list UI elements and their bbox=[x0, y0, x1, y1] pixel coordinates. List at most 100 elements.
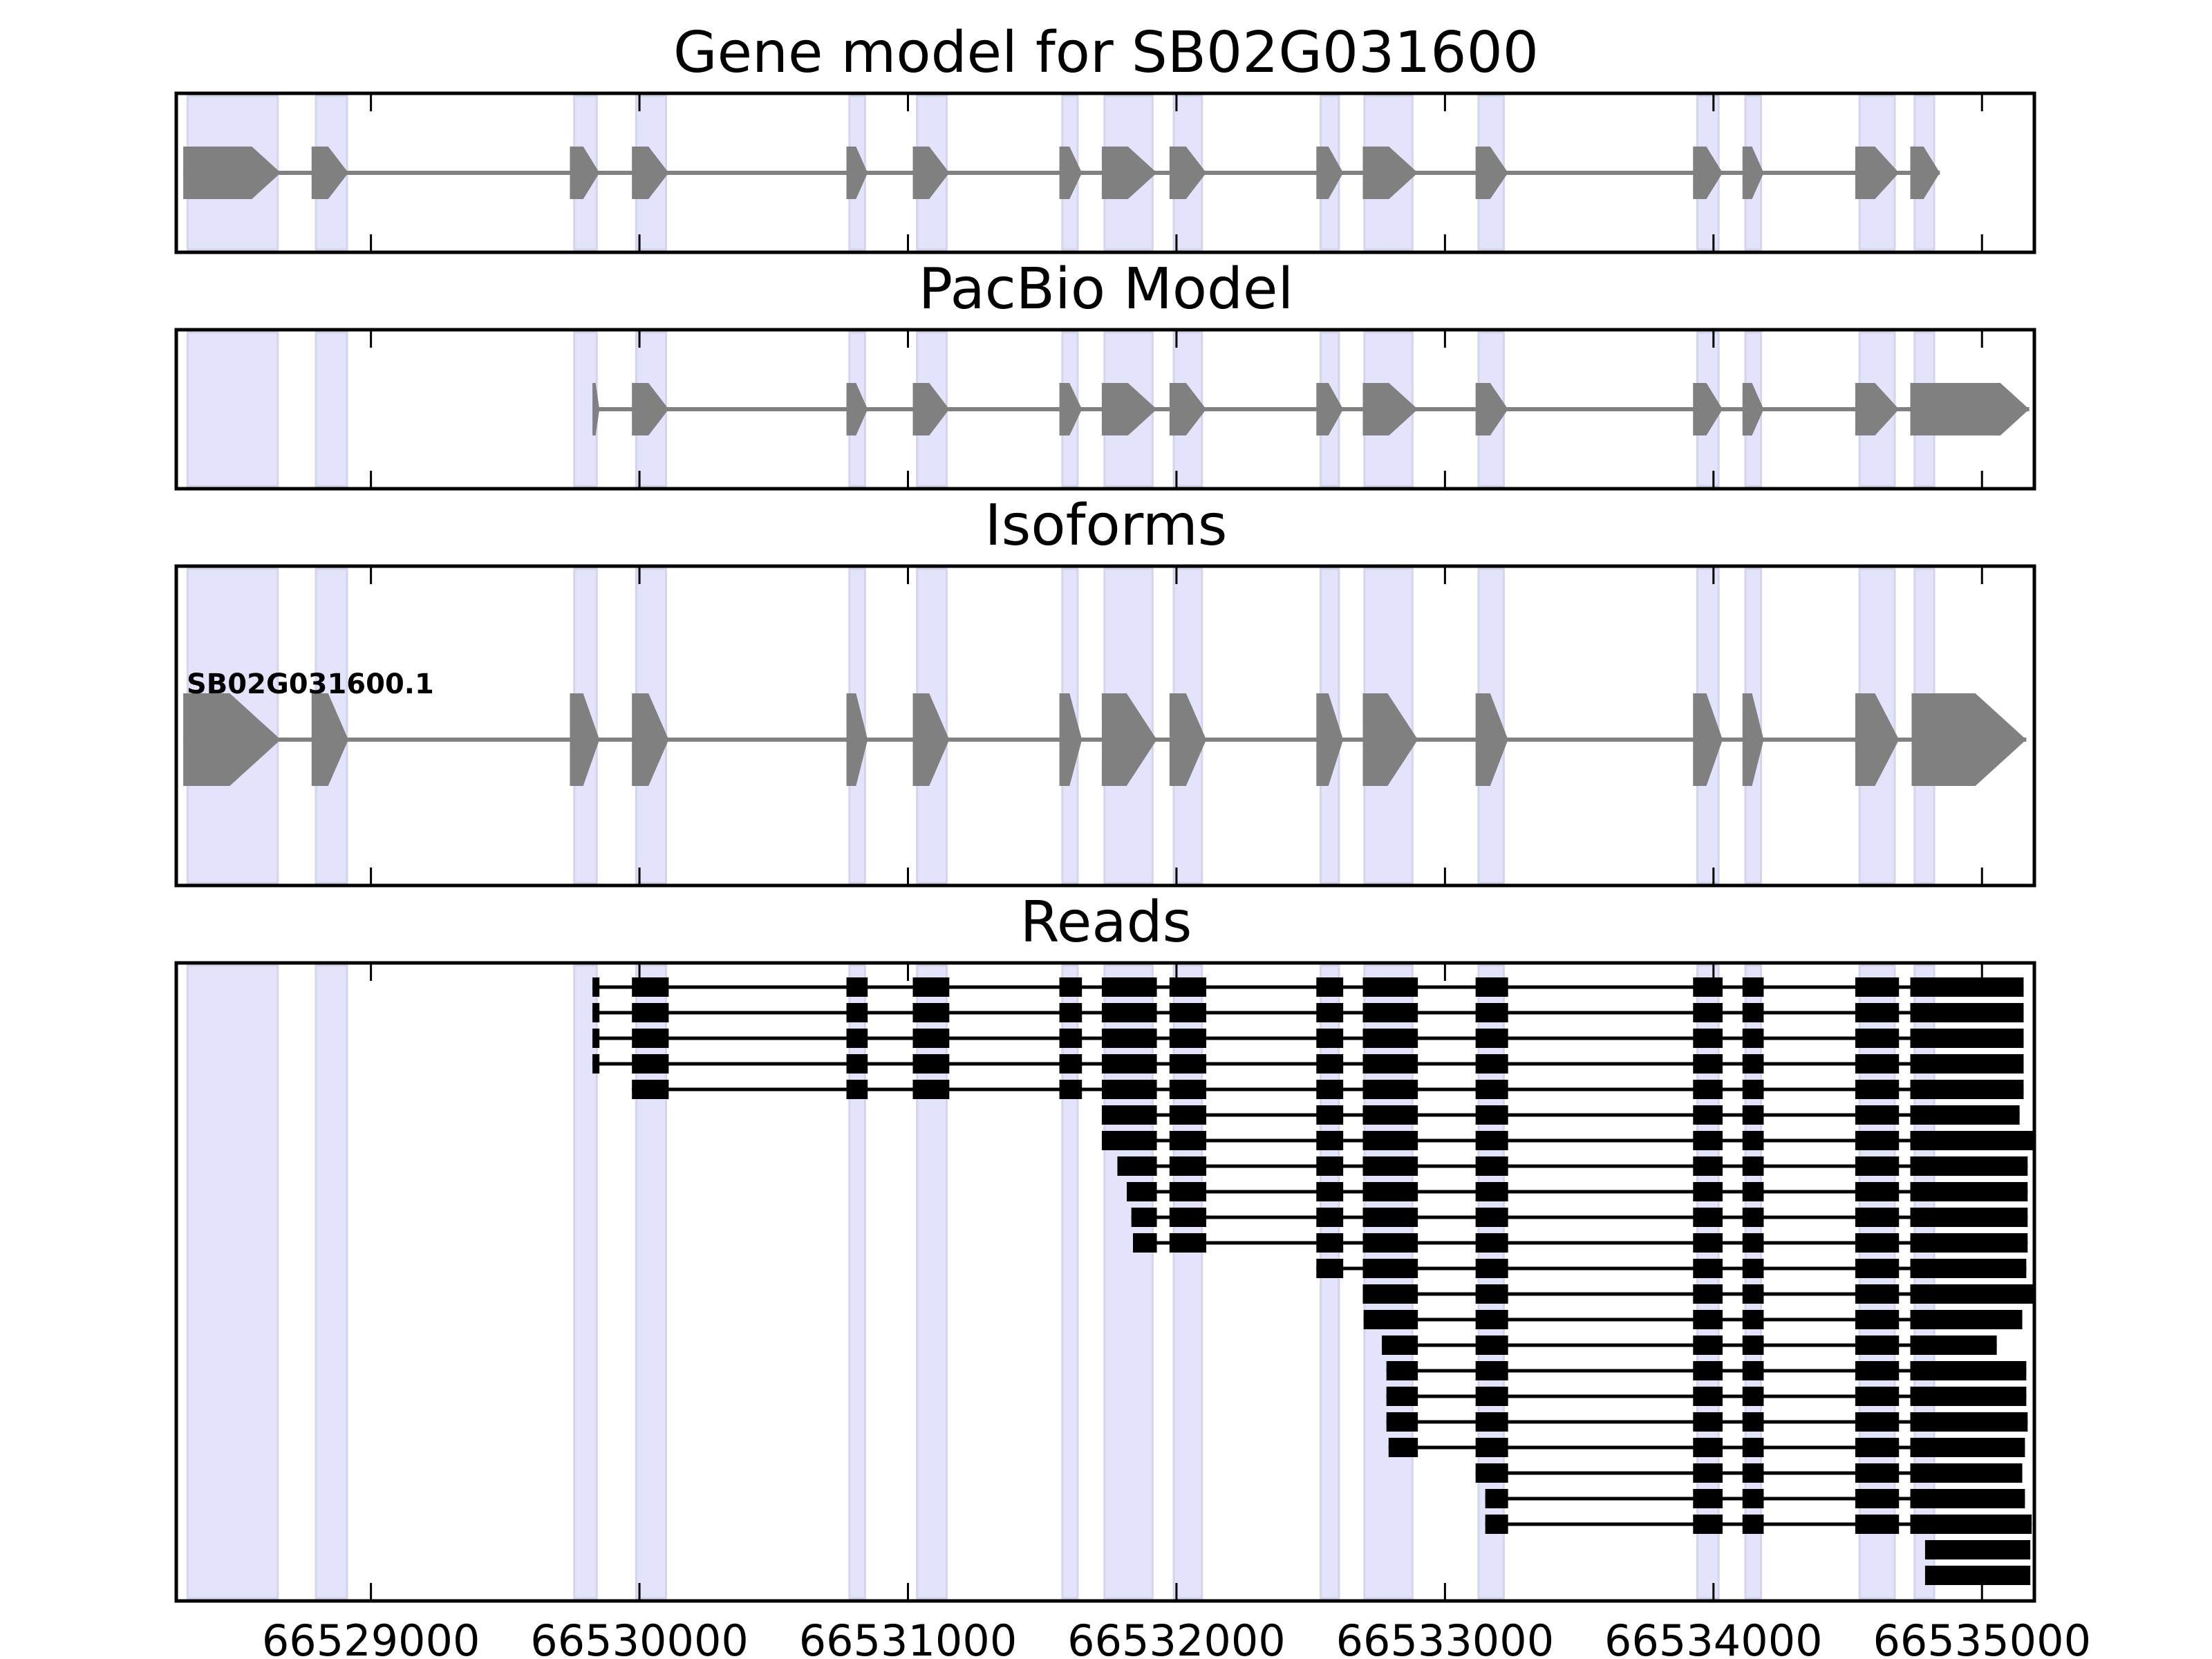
read-exon bbox=[632, 1003, 669, 1022]
read bbox=[1127, 1182, 2028, 1201]
read bbox=[592, 1054, 2024, 1074]
exon-arrow bbox=[846, 147, 868, 199]
read-exon bbox=[1742, 1463, 1764, 1483]
read-exon bbox=[1693, 1310, 1723, 1329]
read-exon bbox=[1475, 1105, 1508, 1125]
read-exon bbox=[1059, 1080, 1082, 1099]
x-tick-label: 66535000 bbox=[1873, 1615, 2091, 1659]
read-exon bbox=[1855, 1156, 1900, 1176]
read-exon bbox=[1693, 1105, 1723, 1125]
panel-title-pacbio: PacBio Model bbox=[919, 256, 1294, 322]
read-exon bbox=[1169, 1131, 1207, 1150]
read-exon bbox=[592, 977, 600, 997]
exon-arrow bbox=[183, 147, 281, 199]
exon-arrow bbox=[1362, 147, 1418, 199]
read-exon bbox=[1059, 977, 1082, 997]
read bbox=[1117, 1156, 2028, 1176]
read-exon bbox=[1924, 1540, 2031, 1559]
read-exon bbox=[1742, 1080, 1764, 1099]
exon-arrow bbox=[1059, 383, 1082, 435]
x-tick-label: 66530000 bbox=[530, 1615, 749, 1659]
exon-arrow bbox=[1742, 383, 1764, 435]
read-exon bbox=[846, 977, 868, 997]
read-exon bbox=[912, 1029, 950, 1048]
exon-arrow bbox=[1316, 383, 1344, 435]
exon-arrow bbox=[1101, 383, 1157, 435]
read-exon bbox=[1855, 1054, 1900, 1074]
exon-arrow bbox=[1169, 383, 1207, 435]
exon-arrow bbox=[632, 693, 669, 786]
x-tick-label: 66531000 bbox=[799, 1615, 1018, 1659]
exon-arrow bbox=[1910, 147, 1940, 199]
read-exon bbox=[1101, 1003, 1157, 1022]
read-exon bbox=[632, 1029, 669, 1048]
read-exon bbox=[1742, 1284, 1764, 1304]
read-exon bbox=[1693, 1463, 1723, 1483]
read-exon bbox=[1924, 1566, 2031, 1585]
panel-frame bbox=[174, 328, 2036, 491]
exon-arrow bbox=[570, 147, 600, 199]
read-exon bbox=[1475, 1361, 1508, 1380]
exon-arrow bbox=[1693, 693, 1723, 786]
read-exon bbox=[1742, 1054, 1764, 1074]
exon-arrow bbox=[1475, 693, 1508, 786]
read-exon bbox=[1742, 1335, 1764, 1355]
exon-arrow bbox=[632, 147, 669, 199]
read-exon bbox=[1910, 1003, 2024, 1022]
read-exon bbox=[1169, 1105, 1207, 1125]
read-exon bbox=[1316, 1208, 1344, 1227]
read-exon bbox=[592, 1054, 600, 1074]
exon-arrow bbox=[1855, 383, 1900, 435]
read-exon bbox=[1316, 1054, 1344, 1074]
exon-arrow bbox=[1911, 693, 2027, 786]
read-exon bbox=[1101, 1131, 1157, 1150]
read-exon bbox=[1742, 1310, 1764, 1329]
read-exon bbox=[1316, 977, 1344, 997]
read-exon bbox=[1362, 1054, 1418, 1074]
exon-arrow bbox=[1910, 383, 2030, 435]
exon-arrow bbox=[1059, 693, 1082, 786]
exon-arrow bbox=[846, 693, 868, 786]
isoform-label: SB02G031600.1 bbox=[187, 668, 434, 700]
read-exon bbox=[1169, 1080, 1207, 1099]
read-exon bbox=[1855, 1335, 1900, 1355]
exon-arrow bbox=[183, 693, 281, 786]
read-exon bbox=[1169, 1233, 1207, 1253]
read bbox=[1386, 1412, 2028, 1432]
exon-band bbox=[186, 331, 279, 487]
exon-arrow bbox=[1855, 693, 1900, 786]
read-exon bbox=[1910, 1182, 2028, 1201]
read bbox=[1924, 1566, 2031, 1585]
exon-arrow bbox=[1362, 383, 1418, 435]
read-exon bbox=[1855, 1284, 1900, 1304]
exon-band bbox=[315, 964, 348, 1600]
panel-title-reads: Reads bbox=[1020, 890, 1192, 955]
read-exon bbox=[1169, 1003, 1207, 1022]
read-exon bbox=[1101, 977, 1157, 997]
read-exon bbox=[1693, 1489, 1723, 1508]
read-exon bbox=[1910, 1361, 2027, 1380]
read-exon bbox=[1485, 1515, 1508, 1534]
read-exon bbox=[1101, 1080, 1157, 1099]
x-tick-label: 66529000 bbox=[262, 1615, 480, 1659]
read-exon bbox=[1169, 977, 1207, 997]
read bbox=[1485, 1515, 2032, 1534]
read bbox=[1131, 1208, 2028, 1227]
read-exon bbox=[1316, 1182, 1344, 1201]
read-exon bbox=[1169, 1054, 1207, 1074]
read bbox=[592, 1003, 2024, 1022]
read-exon bbox=[592, 1029, 600, 1048]
read-exon bbox=[1363, 1310, 1418, 1329]
read-exon bbox=[1169, 1029, 1207, 1048]
read bbox=[1924, 1540, 2031, 1559]
panel-title-isoforms: Isoforms bbox=[985, 493, 1228, 559]
read-exon bbox=[1475, 1463, 1508, 1483]
read-exon bbox=[1855, 1438, 1900, 1457]
read-exon bbox=[846, 1054, 868, 1074]
read bbox=[1101, 1105, 2020, 1125]
read-exon bbox=[1386, 1387, 1418, 1406]
read-exon bbox=[1362, 1156, 1418, 1176]
read-exon bbox=[1910, 1233, 2028, 1253]
read bbox=[1382, 1335, 1997, 1355]
read-exon bbox=[1910, 977, 2024, 997]
